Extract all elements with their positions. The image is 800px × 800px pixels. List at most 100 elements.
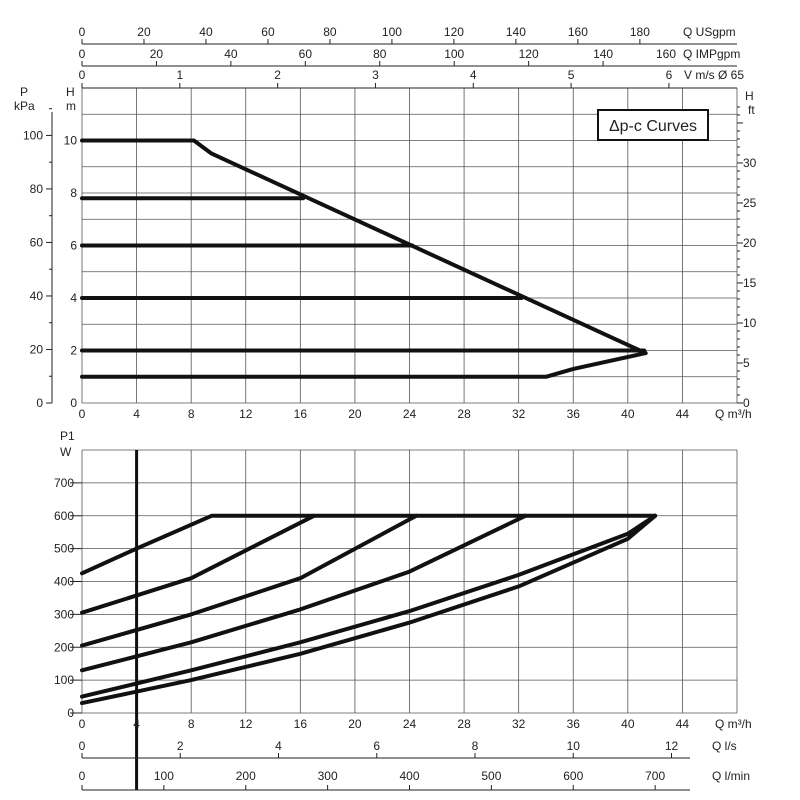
ft-axis-unit: ft [748,103,755,117]
power-curve-2 [80,513,316,615]
top-axis-tick: 3 [372,68,379,82]
top-x-tick: 40 [621,407,635,421]
w-tick: 0 [67,706,74,720]
bottom-x-tick: 16 [294,717,308,731]
top-axis-tick: 140 [593,47,613,61]
bottom-x-tick: 8 [188,717,195,731]
top-axis-tick: 120 [444,25,464,39]
power-curve-1 [80,513,658,576]
top-axis-tick: 5 [568,68,575,82]
kpa-tick: 40 [30,289,44,303]
top-axis-tick: 20 [137,25,151,39]
top-x-tick: 20 [348,407,362,421]
top-axis-label: Q USgpm [683,25,736,39]
bottom-x-label: Q m³/h [715,717,752,731]
w-tick: 700 [54,476,74,490]
bottom-axis-tick: 10 [567,739,581,753]
top-x-tick: 8 [188,407,195,421]
top-axis-tick: 40 [199,25,213,39]
top-axis-tick: 120 [519,47,539,61]
top-x-tick: 4 [133,407,140,421]
bottom-axis-tick: 300 [318,769,338,783]
bottom-axis-tick: 2 [177,739,184,753]
w-tick: 200 [54,640,74,654]
ft-tick: 0 [743,396,750,410]
top-x-tick: 0 [79,407,86,421]
top-axis-tick: 100 [382,25,402,39]
bottom-axis-tick: 4 [275,739,282,753]
bottom-axis-tick: 0 [79,739,86,753]
power-curve-3 [80,513,419,648]
top-axis-tick: 20 [150,47,164,61]
bottom-x-tick: 32 [512,717,526,731]
top-x-tick: 16 [294,407,308,421]
bottom-x-tick: 36 [567,717,581,731]
top-axis-extra-tick: 160 [656,47,676,61]
bottom-axis-tick: 100 [154,769,174,783]
ft-tick: 25 [743,196,757,210]
top-axis-tick: 60 [299,47,313,61]
kpa-axis-title: P [20,85,28,99]
w-tick: 100 [54,673,74,687]
top-axis-tick: 6 [666,68,673,82]
h-m-tick: 2 [70,344,77,358]
top-axis-tick: 180 [630,25,650,39]
h-m-axis-unit: m [66,99,76,113]
top-x-tick: 44 [676,407,690,421]
ft-tick: 30 [743,156,757,170]
bottom-axis-tick: 600 [563,769,583,783]
power-curve-6 [80,513,658,706]
w-tick: 400 [54,575,74,589]
bottom-axis-tick: 8 [472,739,479,753]
kpa-tick: 0 [36,396,43,410]
ft-tick: 20 [743,236,757,250]
top-axis-tick: 80 [373,47,387,61]
top-axis-label: Q IMPgpm [683,47,740,61]
h-m-axis-title: H [66,85,75,99]
bottom-x-tick: 44 [676,717,690,731]
chart-title-box [597,109,709,141]
bottom-x-tick: 24 [403,717,417,731]
h-m-tick: 0 [70,396,77,410]
h-m-tick: 10 [64,134,78,148]
top-axis-tick: 100 [444,47,464,61]
bottom-axis-tick: 700 [645,769,665,783]
bottom-axis-label: Q l/min [712,769,750,783]
w-tick: 300 [54,607,74,621]
top-x-tick: 36 [567,407,581,421]
ft-tick: 5 [743,356,750,370]
kpa-axis-unit: kPa [14,99,35,113]
top-axis-tick: 140 [506,25,526,39]
top-x-label: Q m³/h [715,407,752,421]
bottom-x-tick: 28 [457,717,471,731]
h-m-tick: 6 [70,239,77,253]
bottom-x-tick: 20 [348,717,362,731]
dpc-curve-6 [80,351,648,379]
chart-title: Δp-c Curves [609,118,697,135]
bottom-axis-label: Q l/s [712,739,737,753]
kpa-tick: 60 [30,235,44,249]
w-tick: 500 [54,542,74,556]
top-axis-tick: 0 [79,25,86,39]
dpc-curve-1 [80,138,648,356]
top-x-tick: 24 [403,407,417,421]
w-axis-unit: W [60,445,72,459]
h-m-tick: 4 [70,291,77,305]
bottom-axis-tick: 500 [481,769,501,783]
bottom-x-tick: 0 [79,717,86,731]
top-axis-tick: 80 [323,25,337,39]
bottom-axis-tick: 200 [236,769,256,783]
bottom-axis-tick: 400 [399,769,419,783]
top-x-tick: 12 [239,407,253,421]
top-axis-tick: 4 [470,68,477,82]
bottom-axis-tick: 12 [665,739,679,753]
w-axis-title: P1 [60,429,75,443]
top-axis-tick: 1 [176,68,183,82]
bottom-x-tick: 12 [239,717,253,731]
h-m-tick: 8 [70,186,77,200]
top-x-tick: 28 [457,407,471,421]
top-axis-tick: 160 [568,25,588,39]
ft-axis-title: H [745,89,754,103]
top-axis-tick: 40 [224,47,238,61]
